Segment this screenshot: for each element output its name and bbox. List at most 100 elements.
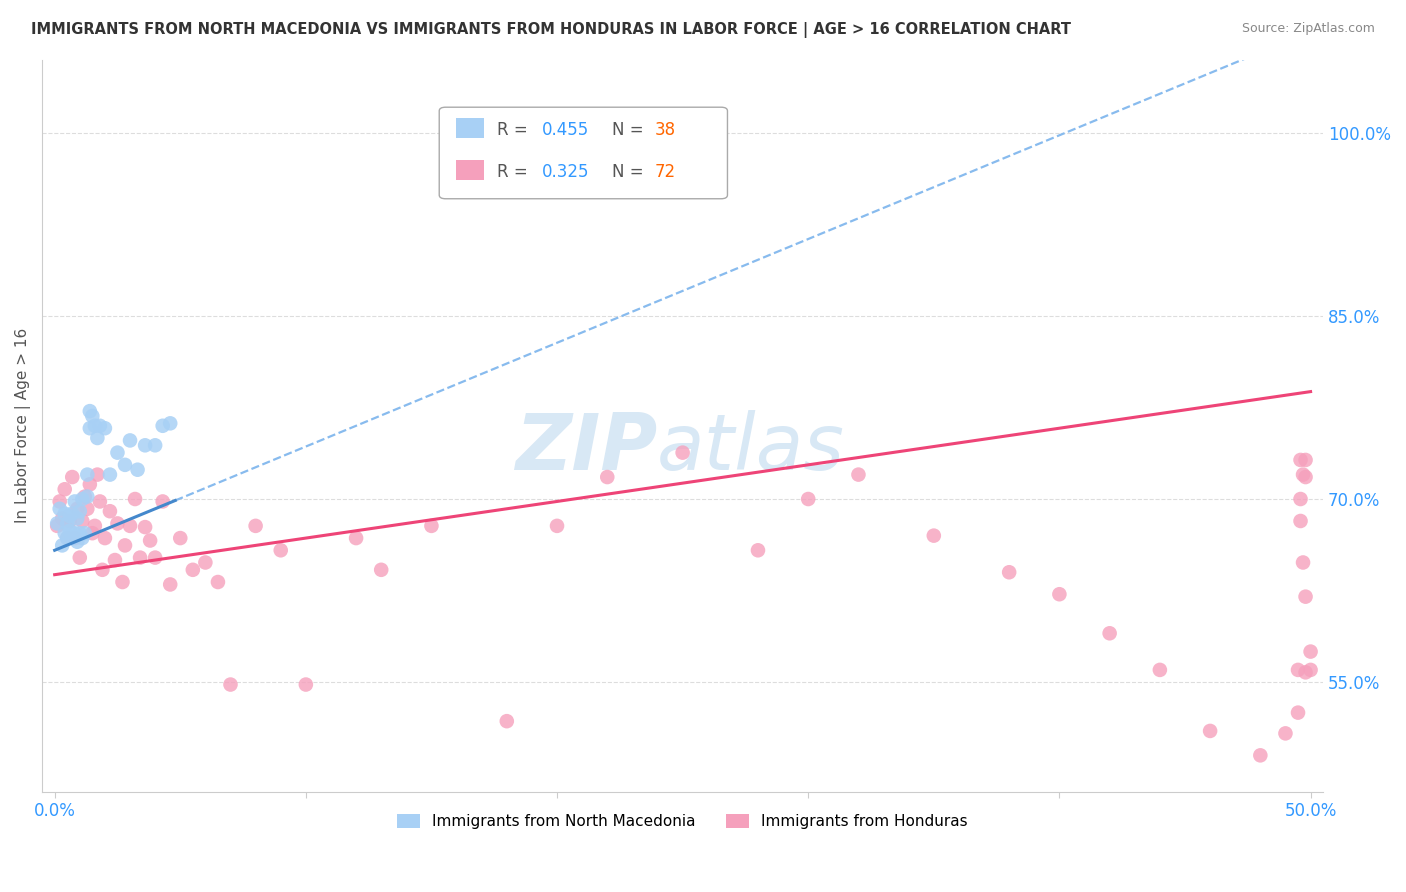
Point xyxy=(169,531,191,545)
Text: atlas: atlas xyxy=(657,409,845,486)
Point xyxy=(1199,723,1222,738)
Point xyxy=(89,494,111,508)
Point xyxy=(60,531,83,545)
Point xyxy=(118,519,141,533)
Text: N =: N = xyxy=(612,163,650,181)
Text: 72: 72 xyxy=(654,163,675,181)
Point xyxy=(143,550,166,565)
Point xyxy=(48,494,70,508)
Point xyxy=(1299,644,1322,658)
Text: IMMIGRANTS FROM NORTH MACEDONIA VS IMMIGRANTS FROM HONDURAS IN LABOR FORCE | AGE: IMMIGRANTS FROM NORTH MACEDONIA VS IMMIG… xyxy=(31,22,1071,38)
Point xyxy=(159,577,181,591)
Point xyxy=(63,526,86,541)
Point xyxy=(127,463,149,477)
Point xyxy=(56,531,79,545)
Point xyxy=(91,563,114,577)
Point xyxy=(76,501,98,516)
Point xyxy=(1274,726,1296,740)
Point xyxy=(76,490,98,504)
Point xyxy=(1289,453,1312,467)
Point xyxy=(107,516,129,531)
FancyBboxPatch shape xyxy=(439,107,727,199)
Point xyxy=(1286,663,1309,677)
Point xyxy=(83,418,105,433)
Point xyxy=(134,520,156,534)
Point xyxy=(56,531,79,545)
Point xyxy=(66,534,89,549)
Text: ZIP: ZIP xyxy=(515,409,657,486)
Point xyxy=(143,438,166,452)
Point xyxy=(60,507,83,521)
Text: R =: R = xyxy=(496,121,533,139)
Point xyxy=(370,563,392,577)
Point xyxy=(79,404,101,418)
Point xyxy=(344,531,367,545)
Point xyxy=(152,418,174,433)
Point xyxy=(72,514,94,528)
Point xyxy=(59,509,82,524)
Point xyxy=(48,501,70,516)
Point xyxy=(1292,467,1315,482)
Point xyxy=(63,494,86,508)
Point xyxy=(59,514,82,528)
FancyBboxPatch shape xyxy=(456,119,484,138)
Point xyxy=(1292,556,1315,570)
Text: 0.325: 0.325 xyxy=(541,163,589,181)
Point xyxy=(79,477,101,491)
Point xyxy=(66,511,89,525)
Point xyxy=(295,677,318,691)
Point xyxy=(245,519,267,533)
Point xyxy=(1289,514,1312,528)
Point xyxy=(72,491,94,506)
Point xyxy=(69,526,91,541)
Point xyxy=(114,538,136,552)
Point xyxy=(46,516,69,531)
Point xyxy=(53,507,76,521)
Point xyxy=(596,470,619,484)
Point xyxy=(66,501,89,516)
Point xyxy=(139,533,162,548)
Point xyxy=(72,531,94,545)
Point xyxy=(53,482,76,496)
Point xyxy=(114,458,136,472)
Point xyxy=(82,526,104,541)
Point xyxy=(86,467,108,482)
Point xyxy=(89,418,111,433)
Point xyxy=(69,504,91,518)
Point xyxy=(998,566,1021,580)
Point xyxy=(73,526,96,541)
Point xyxy=(83,519,105,533)
Point xyxy=(94,531,117,545)
Point xyxy=(1295,453,1317,467)
Text: N =: N = xyxy=(612,121,650,139)
Point xyxy=(73,490,96,504)
Point xyxy=(495,714,517,728)
Point xyxy=(118,434,141,448)
Point xyxy=(1286,706,1309,720)
Point xyxy=(124,491,146,506)
Point xyxy=(63,531,86,545)
Legend: Immigrants from North Macedonia, Immigrants from Honduras: Immigrants from North Macedonia, Immigra… xyxy=(391,808,974,836)
Point xyxy=(104,553,127,567)
Point xyxy=(1098,626,1121,640)
Point xyxy=(51,511,73,525)
Point xyxy=(159,417,181,431)
Point xyxy=(53,526,76,541)
Point xyxy=(207,574,229,589)
Point xyxy=(1047,587,1070,601)
Point xyxy=(1295,665,1317,680)
Point xyxy=(1289,491,1312,506)
Point xyxy=(94,421,117,435)
Point xyxy=(672,445,695,459)
Text: 0.455: 0.455 xyxy=(541,121,589,139)
Point xyxy=(546,519,568,533)
Point xyxy=(219,677,242,691)
Point xyxy=(60,470,83,484)
Text: Source: ZipAtlas.com: Source: ZipAtlas.com xyxy=(1241,22,1375,36)
Point xyxy=(1149,663,1171,677)
Point xyxy=(420,519,443,533)
Point xyxy=(797,491,820,506)
Point xyxy=(848,467,870,482)
Point xyxy=(1295,470,1317,484)
Point xyxy=(86,431,108,445)
